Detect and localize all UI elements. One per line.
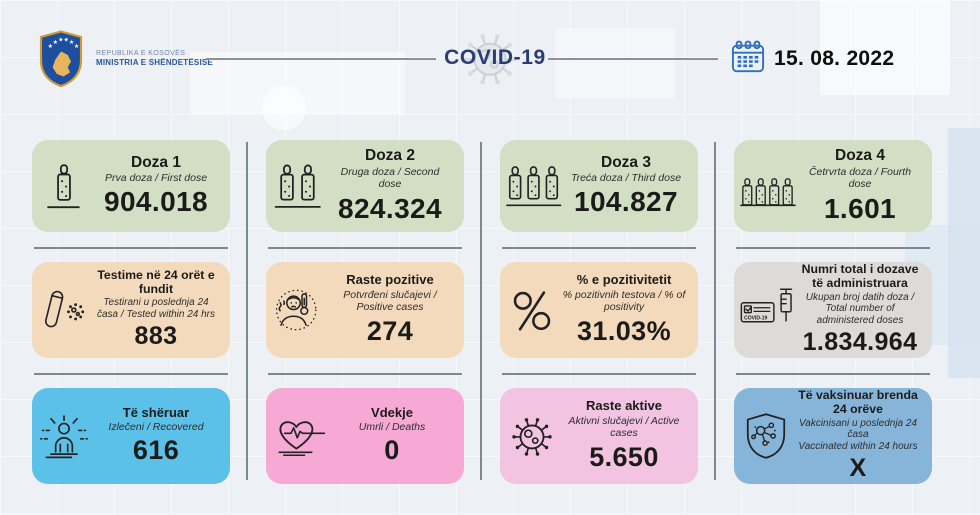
card-title: Numri total i dozave të administruara xyxy=(801,262,919,290)
card-doza-2: Doza 2 Druga doza / Second dose 824.324 xyxy=(266,140,464,232)
card-title: Testime në 24 orët e fundit xyxy=(97,267,215,296)
svg-text:★: ★ xyxy=(64,37,69,44)
report-date: 15. 08. 2022 xyxy=(731,40,894,78)
card-doza-1: Doza 1 Prva doza / First dose 904.018 xyxy=(32,140,230,232)
background-decoration xyxy=(948,128,980,378)
heart-ecg-icon xyxy=(272,416,328,456)
horizontal-divider xyxy=(502,247,696,249)
card-subtitle: Druga doza / Second dose xyxy=(340,165,440,191)
card-title: Doza 1 xyxy=(131,153,181,171)
svg-text:★: ★ xyxy=(53,39,58,46)
card-subtitle: Treća doza / Third dose xyxy=(570,171,682,184)
background-decoration xyxy=(262,86,306,130)
card-value: 904.018 xyxy=(103,186,208,218)
kosovo-coat-of-arms-icon: ★ ★ ★ ★ ★ ★ xyxy=(36,28,86,90)
calendar-icon xyxy=(731,40,765,78)
shield-virus-icon xyxy=(740,412,792,460)
card-doza-3: Doza 3 Treća doza / Third dose 104.827 xyxy=(500,140,698,232)
card-title: Doza 2 xyxy=(365,147,415,165)
svg-text:★: ★ xyxy=(58,37,63,44)
horizontal-divider xyxy=(34,247,228,249)
card-value: 1.601 xyxy=(823,192,897,224)
card-subtitle: Četrvrta doza / Fourth dose xyxy=(808,165,912,191)
syringe-certificate-icon: COVID-19 xyxy=(740,287,796,333)
card-positive-cases: Raste pozitive Potvrđeni slučajevi / Pos… xyxy=(266,262,464,358)
card-subtitle: Aktivni slučajevi / Active cases xyxy=(568,414,680,440)
card-value: 274 xyxy=(366,315,414,346)
ministry-name-line2: MINISTRIA E SHËNDETËSISË xyxy=(96,58,213,68)
card-doza-4: Doza 4 Četrvrta doza / Fourth dose 1.601 xyxy=(734,140,932,232)
ampoule-3-icon xyxy=(506,164,562,208)
card-title: Doza 4 xyxy=(835,147,885,165)
date-text: 15. 08. 2022 xyxy=(774,47,895,70)
percent-icon xyxy=(506,288,558,332)
background-decoration xyxy=(190,52,405,114)
card-subtitle: Vakcinisani u poslednja 24 časa xyxy=(798,417,918,441)
card-subtitle: Ukupan broj datih doza / Total number of… xyxy=(805,291,915,327)
card-subtitle-line2: Vaccinated within 24 hours xyxy=(798,441,918,453)
card-value: 31.03% xyxy=(577,315,671,346)
card-title: % e pozitivitetit xyxy=(576,272,672,288)
card-value: 824.324 xyxy=(337,192,442,224)
card-title: Vdekje xyxy=(371,404,413,420)
card-subtitle: % pozitivnih testova / % of positivity xyxy=(562,288,686,314)
card-deaths: Vdekje Umrli / Deaths 0 xyxy=(266,388,464,484)
card-value: 883 xyxy=(134,322,178,351)
header-divider-left xyxy=(206,58,436,60)
horizontal-divider xyxy=(736,247,930,249)
card-value: 5.650 xyxy=(589,441,659,472)
card-subtitle: Umrli / Deaths xyxy=(358,421,426,434)
sick-person-icon xyxy=(272,287,324,333)
card-total-doses: COVID-19 Numri total i dozave të adminis… xyxy=(734,262,932,358)
card-subtitle: Potvrđeni slučajevi / Positive cases xyxy=(343,288,437,314)
ampoule-1-icon xyxy=(38,163,90,209)
card-vaccinated-24h: Të vaksinuar brenda 24 orëve Vakcinisani… xyxy=(734,388,932,484)
card-subtitle: Izlečeni / Recovered xyxy=(108,421,204,434)
header-divider-right xyxy=(548,58,718,60)
card-recovered: Të shëruar Izlečeni / Recovered 616 xyxy=(32,388,230,484)
vertical-divider xyxy=(480,142,482,480)
card-value: 1.834.964 xyxy=(802,327,918,356)
test-tube-virus-icon xyxy=(38,287,90,333)
virus-icon xyxy=(506,413,558,459)
vertical-divider xyxy=(246,142,248,480)
horizontal-divider xyxy=(502,373,696,375)
card-title: Të shëruar xyxy=(122,404,190,420)
ministry-name-line1: REPUBLIKA E KOSOVËS xyxy=(96,49,186,57)
card-title: Të vaksinuar brenda 24 orëve xyxy=(798,388,918,416)
recovered-person-icon xyxy=(38,413,90,459)
card-active-cases: Raste aktive Aktivni slučajevi / Active … xyxy=(500,388,698,484)
card-tests-24h: Testime në 24 orët e fundit Testirani u … xyxy=(32,262,230,358)
stats-grid: Doza 1 Prva doza / First dose 904.018 Do… xyxy=(32,140,932,484)
card-title: Doza 3 xyxy=(601,153,651,171)
vertical-divider xyxy=(714,142,716,480)
svg-text:★: ★ xyxy=(74,43,79,50)
horizontal-divider xyxy=(34,373,228,375)
card-value: 0 xyxy=(384,435,400,466)
horizontal-divider xyxy=(736,373,930,375)
ampoule-2-icon xyxy=(272,163,324,209)
background-decoration xyxy=(555,28,675,98)
page-title: COVID-19 xyxy=(444,46,546,69)
horizontal-divider xyxy=(268,373,462,375)
card-positivity-rate: % e pozitivitetit % pozitivnih testova /… xyxy=(500,262,698,358)
svg-text:COVID-19: COVID-19 xyxy=(744,316,767,322)
card-value: X xyxy=(849,453,867,482)
card-title: Raste aktive xyxy=(586,398,662,414)
card-value: 616 xyxy=(132,435,180,466)
card-subtitle: Prva doza / First dose xyxy=(104,171,208,184)
svg-text:★: ★ xyxy=(48,43,53,50)
virus-watermark-icon xyxy=(459,27,521,94)
card-title: Raste pozitive xyxy=(346,272,434,288)
horizontal-divider xyxy=(268,247,462,249)
card-value: 104.827 xyxy=(573,186,678,218)
ampoule-4-icon xyxy=(740,165,796,207)
svg-text:★: ★ xyxy=(69,39,74,46)
card-subtitle: Testirani u poslednja 24 časa / Tested w… xyxy=(96,297,216,321)
ministry-logo: ★ ★ ★ ★ ★ ★ REPUBLIKA E KOSOVËS MINISTRI… xyxy=(36,28,213,90)
